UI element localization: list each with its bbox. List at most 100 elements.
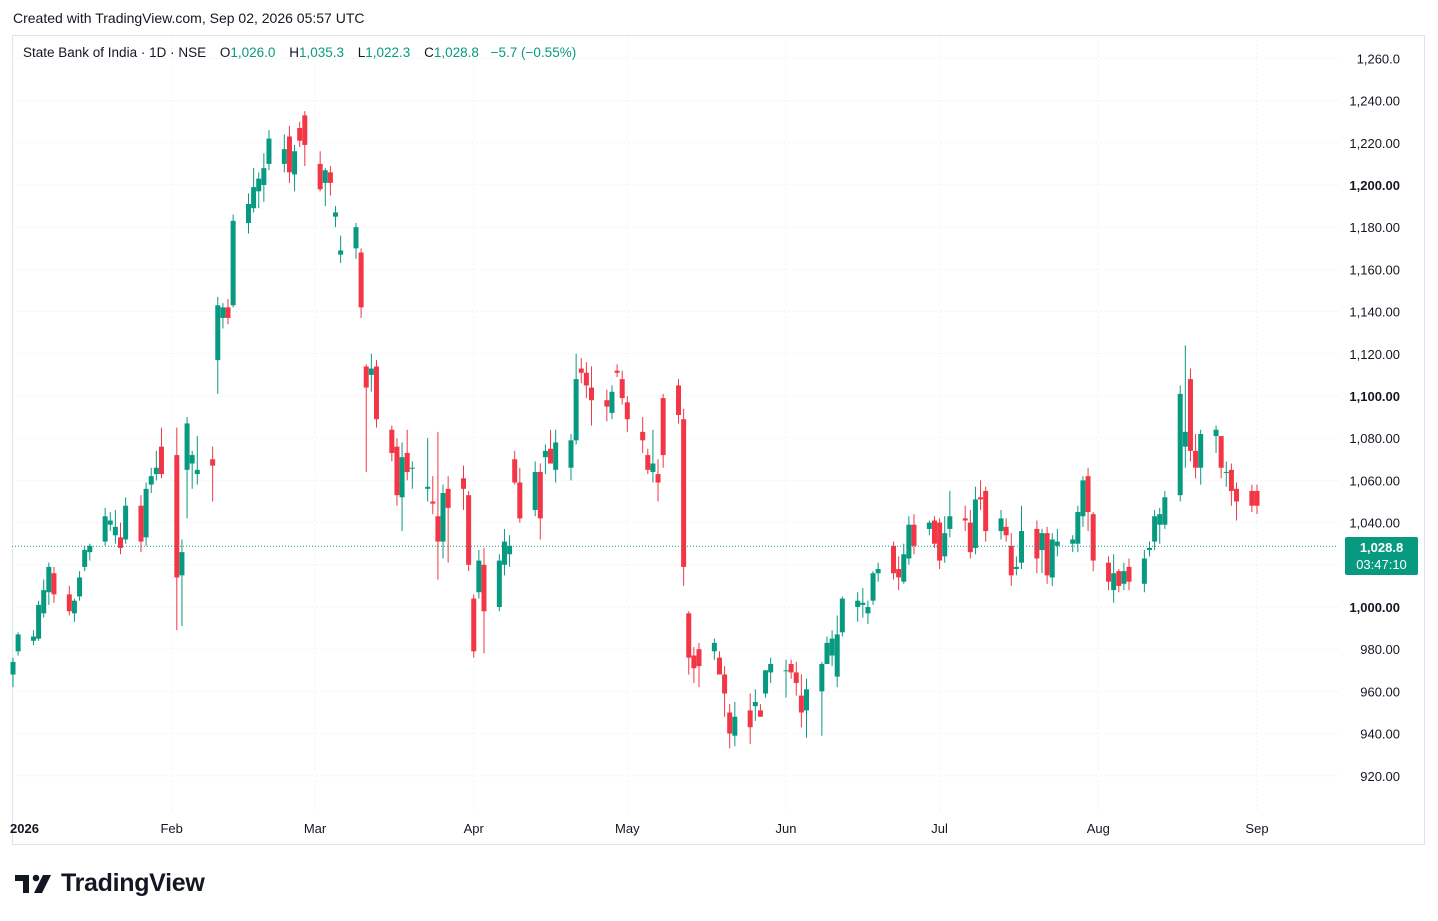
candle (158, 427, 164, 479)
bar-countdown: 03:47:10 (1356, 557, 1407, 572)
candle-body (1070, 539, 1076, 544)
candle (445, 476, 451, 563)
candle-body (476, 560, 482, 593)
candle (440, 484, 446, 559)
candle (1228, 463, 1234, 506)
candle-body (937, 522, 943, 561)
candle (1085, 467, 1091, 532)
candle (768, 657, 774, 683)
candle (286, 125, 292, 183)
candle-body (947, 516, 953, 529)
candle-body (66, 594, 72, 612)
candle-body (471, 598, 477, 652)
candle-body (220, 307, 226, 318)
candle-body (440, 493, 446, 542)
candle-body (1162, 497, 1168, 525)
candle-body (353, 227, 359, 249)
chart-grid (12, 36, 1338, 812)
candle (476, 550, 482, 599)
candle (711, 638, 717, 660)
close-label: C (424, 45, 434, 60)
candle (1049, 533, 1055, 586)
candle-body (681, 419, 687, 567)
candle-body (722, 674, 728, 694)
candle-body (138, 505, 144, 542)
candle (1218, 436, 1224, 479)
candle (373, 360, 379, 428)
candle-body (461, 478, 467, 489)
candle-body (891, 545, 897, 574)
x-tick-label: 2026 (10, 821, 39, 836)
candle-body (711, 642, 717, 652)
candle (1111, 554, 1117, 603)
candle-body (46, 566, 52, 593)
candle-body (225, 307, 231, 318)
tradingview-logo-icon (15, 874, 51, 893)
candle (517, 467, 523, 523)
candle-body (363, 366, 369, 388)
candle-body (1034, 528, 1040, 559)
candle (1146, 541, 1152, 557)
candle (215, 296, 221, 394)
candle-body (1249, 490, 1255, 506)
candle-body (394, 446, 400, 496)
candle (245, 193, 251, 234)
candle-body (573, 379, 579, 441)
candle-body (604, 400, 610, 407)
candle-body (496, 560, 502, 607)
candle-body (588, 387, 594, 401)
candle (327, 166, 333, 196)
candle-body (553, 442, 559, 470)
candle (983, 486, 989, 542)
candle (583, 362, 589, 399)
candle-body (532, 471, 538, 510)
candle-body (430, 501, 436, 504)
candle-body (322, 170, 328, 183)
candle-body (640, 431, 646, 441)
candle (404, 429, 410, 481)
candle (676, 379, 682, 424)
candle-body (435, 516, 441, 542)
candle-body (926, 522, 932, 529)
candle-body (1157, 514, 1163, 525)
candle-body (194, 469, 200, 475)
candle (153, 450, 159, 481)
candle-body (77, 577, 83, 597)
y-tick-label: 980.00 (1360, 642, 1400, 657)
candle (645, 448, 651, 475)
candle-body (107, 520, 113, 525)
candle (507, 535, 513, 567)
candle (1044, 526, 1050, 584)
candle (860, 588, 866, 618)
tradingview-logo[interactable]: TradingView (15, 869, 205, 898)
candle-body (967, 522, 973, 553)
candle-body (118, 537, 124, 548)
candle (803, 678, 809, 738)
candle (363, 364, 369, 472)
candle (1234, 482, 1240, 521)
candle (972, 486, 978, 555)
candle (839, 596, 845, 637)
candle (896, 556, 902, 591)
candle (691, 647, 697, 683)
candle (1116, 569, 1122, 593)
candle (302, 111, 308, 167)
candle (322, 168, 328, 207)
x-tick-label: May (615, 821, 640, 836)
candle-body (716, 657, 722, 675)
candle-body (425, 486, 431, 489)
candle-body (614, 370, 620, 373)
x-tick-label: Sep (1245, 821, 1268, 836)
candle-body (875, 569, 881, 574)
candle (537, 463, 543, 540)
candle-body (548, 448, 554, 464)
y-tick-label: 1,140.00 (1349, 305, 1400, 320)
candle-body (1152, 516, 1158, 542)
candle-body (281, 149, 287, 164)
candle-body (655, 474, 661, 483)
candle (399, 442, 405, 532)
candle-body (752, 701, 758, 707)
candle (1034, 520, 1040, 574)
candle-body (962, 518, 968, 521)
